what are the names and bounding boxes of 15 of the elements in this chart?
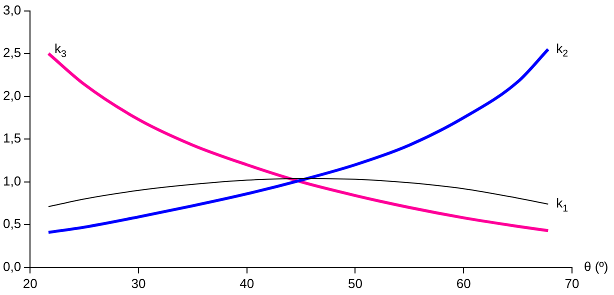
x-tick-label: 60 bbox=[456, 276, 471, 291]
y-tick-label: 0,0 bbox=[2, 258, 22, 274]
x-tick-label: 20 bbox=[22, 276, 38, 291]
x-axis-title: θ (º) bbox=[584, 258, 608, 274]
x-tick-label: 70 bbox=[564, 276, 580, 291]
y-tick-label: 0,5 bbox=[2, 216, 22, 232]
y-tick-label: 2,0 bbox=[2, 88, 22, 103]
y-tick-label: 2,5 bbox=[2, 45, 22, 60]
x-tick-label: 30 bbox=[131, 276, 146, 291]
y-tick-label: 1,0 bbox=[2, 173, 22, 188]
line-series bbox=[48, 178, 549, 208]
y-tick-label: 3,0 bbox=[2, 2, 22, 18]
y-tick-label: 1,5 bbox=[2, 130, 22, 146]
x-tick-label: 50 bbox=[348, 276, 362, 291]
x-tick-label: 40 bbox=[240, 276, 254, 291]
